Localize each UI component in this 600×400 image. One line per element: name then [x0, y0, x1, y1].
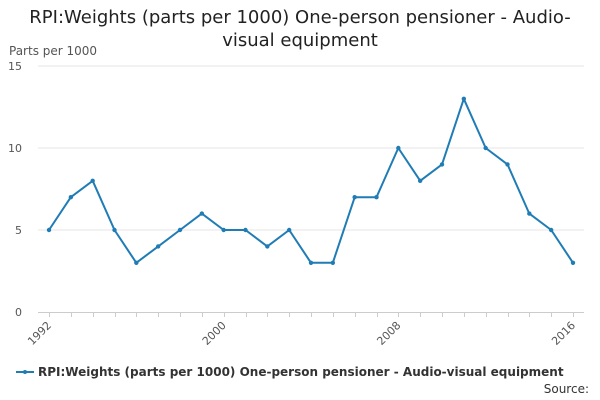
data-point-2010 [439, 162, 445, 167]
data-point-1996 [134, 260, 139, 265]
chart-title-line-2: visual equipment [222, 30, 378, 51]
legend-line-marker-icon [16, 366, 34, 378]
legend[interactable]: RPI:Weights (parts per 1000) One-person … [16, 365, 564, 379]
data-point-2004 [308, 260, 314, 265]
data-point-1998 [177, 227, 183, 233]
chart-title: RPI:Weights (parts per 1000) One-person … [0, 6, 600, 52]
data-point-2007 [374, 195, 379, 200]
data-point-1999 [199, 211, 205, 216]
data-point-2002 [265, 244, 270, 249]
x-tick-label-2000: 2000 [200, 319, 229, 348]
series-line-0 [48, 97, 574, 264]
data-point-2001 [243, 227, 248, 233]
data-point-2003 [286, 227, 292, 233]
data-point-1992 [46, 227, 52, 233]
x-tick-label-2008: 2008 [374, 319, 403, 348]
legend-series-label: RPI:Weights (parts per 1000) One-person … [38, 365, 564, 379]
gridlines [38, 65, 584, 231]
y-tick-label-15: 15 [8, 60, 22, 73]
data-point-2008 [396, 145, 401, 151]
data-point-2000 [221, 227, 226, 233]
axes: 0 5 10 15 1992 2000 2008 2016 [8, 60, 584, 348]
series [46, 96, 576, 265]
x-tick-label-1992: 1992 [25, 319, 54, 348]
y-tick-label-0: 0 [15, 306, 22, 319]
data-point-2012 [483, 145, 488, 151]
y-tick-label-10: 10 [8, 142, 22, 155]
data-point-1995 [112, 227, 117, 233]
data-point-2016 [570, 260, 576, 265]
data-point-2009 [417, 178, 423, 183]
source-label: Source: [543, 382, 589, 396]
data-point-1997 [155, 244, 161, 249]
data-point-2013 [505, 162, 510, 167]
chart-title-line-1: RPI:Weights (parts per 1000) One-person … [29, 7, 571, 28]
data-point-2005 [330, 260, 336, 265]
y-axis-label: Parts per 1000 [9, 44, 98, 58]
data-point-2014 [527, 211, 532, 216]
data-point-1994 [90, 178, 95, 183]
data-point-2011 [461, 96, 467, 102]
x-tick-label-2016: 2016 [549, 319, 578, 348]
y-tick-label-5: 5 [15, 224, 22, 237]
data-point-1993 [68, 195, 74, 200]
data-point-2015 [548, 227, 554, 233]
data-point-2006 [352, 195, 357, 200]
